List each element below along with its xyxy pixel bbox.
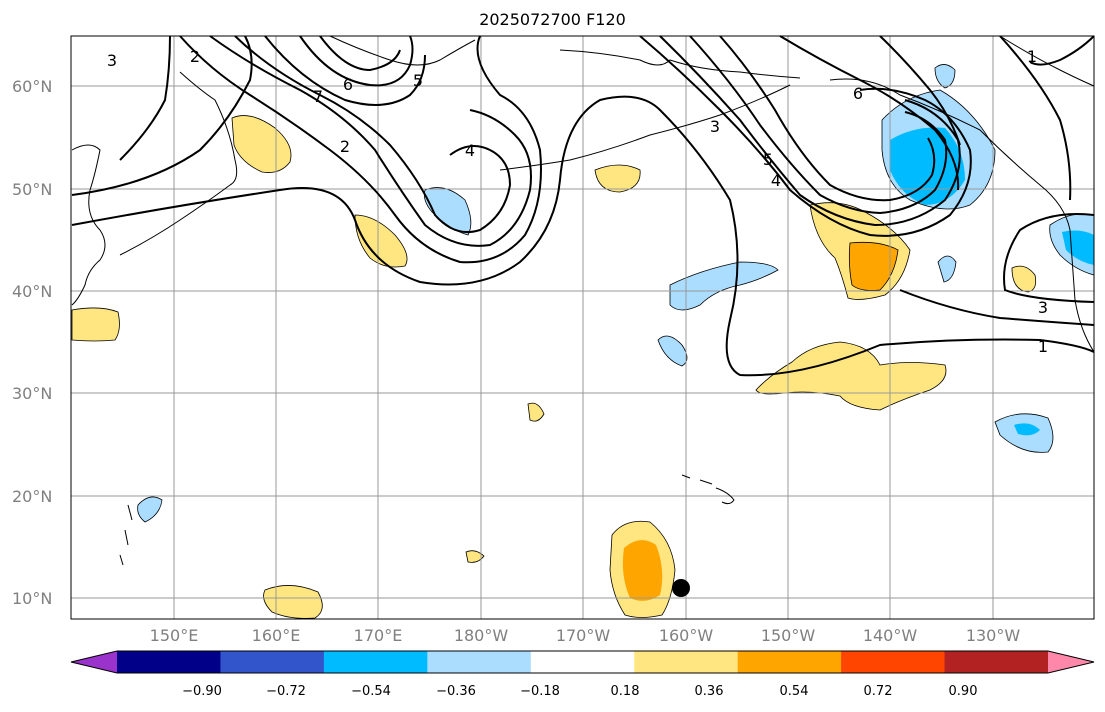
contour-label: 3 — [107, 51, 117, 70]
colorbar-tick-label: 0.36 — [694, 684, 724, 699]
contour-label: 3 — [710, 117, 720, 136]
lon-label: 130°W — [965, 626, 1021, 645]
lat-label: 50°N — [12, 180, 53, 199]
lat-label: 30°N — [12, 384, 53, 403]
colorbar-tick-label: −0.18 — [520, 684, 560, 699]
coastlines — [71, 35, 1095, 566]
colorbar-tick-label: 0.72 — [863, 684, 893, 699]
gridlines — [71, 36, 1094, 619]
colorbar-tick-label: −0.90 — [182, 684, 222, 699]
colorbar-segment — [323, 651, 428, 673]
positive-anomaly-areas — [71, 115, 1037, 619]
contour-label: 5 — [763, 150, 773, 169]
lat-label: 40°N — [12, 282, 53, 301]
lat-label: 10°N — [12, 589, 53, 608]
lon-label: 150°W — [760, 626, 816, 645]
colorbar-outline — [70, 650, 1095, 674]
contour-label: 5 — [413, 71, 423, 90]
contour-label: 1 — [1027, 47, 1037, 66]
contour-label-group: 3 2 7 6 5 2 4 3 5 4 6 1 3 1 — [107, 47, 1048, 356]
lon-label: 140°W — [862, 626, 918, 645]
colorbar-tick-label: 0.18 — [610, 684, 640, 699]
lon-label: 150°E — [149, 626, 199, 645]
contour-lines — [71, 35, 1095, 377]
location-marker — [672, 579, 690, 597]
colorbar-segment — [530, 651, 635, 673]
colorbar-extend-low — [71, 651, 117, 673]
colorbar-segment — [634, 651, 739, 673]
colorbar-segment — [427, 651, 532, 673]
contour-label: 1 — [1038, 337, 1048, 356]
lat-label: 20°N — [12, 487, 53, 506]
contour-label: 6 — [853, 84, 863, 103]
colorbar-segment — [737, 651, 842, 673]
colorbar-tick-label: −0.36 — [436, 684, 476, 699]
colorbar-tick-label: −0.72 — [266, 684, 306, 699]
colorbar-extend-high — [1048, 651, 1094, 673]
lon-label: 170°E — [353, 626, 403, 645]
colorbar-tick-label: −0.54 — [351, 684, 391, 699]
contour-label: 6 — [343, 75, 353, 94]
colorbar-segment — [944, 651, 1049, 673]
lon-label: 180°W — [453, 626, 509, 645]
plot-frame — [70, 35, 1095, 620]
colorbar-segment — [841, 651, 946, 673]
colorbar-segment — [117, 651, 221, 673]
contour-label: 4 — [771, 171, 781, 190]
contour-label: 2 — [190, 47, 200, 66]
lat-label: 60°N — [12, 77, 53, 96]
contour-label: 2 — [340, 137, 350, 156]
map-title: 2025072700 F120 — [479, 10, 626, 29]
lon-label: 160°W — [658, 626, 714, 645]
colorbar-tick-label: 0.54 — [779, 684, 809, 699]
colorbar-tick-label: 0.90 — [948, 684, 978, 699]
contour-label: 7 — [313, 87, 323, 106]
lon-label: 170°W — [555, 626, 611, 645]
contour-label: 3 — [1038, 298, 1048, 317]
colorbar-segment — [220, 651, 325, 673]
lon-label: 160°E — [251, 626, 301, 645]
colorbar — [70, 650, 1095, 674]
contour-label: 4 — [465, 141, 475, 160]
